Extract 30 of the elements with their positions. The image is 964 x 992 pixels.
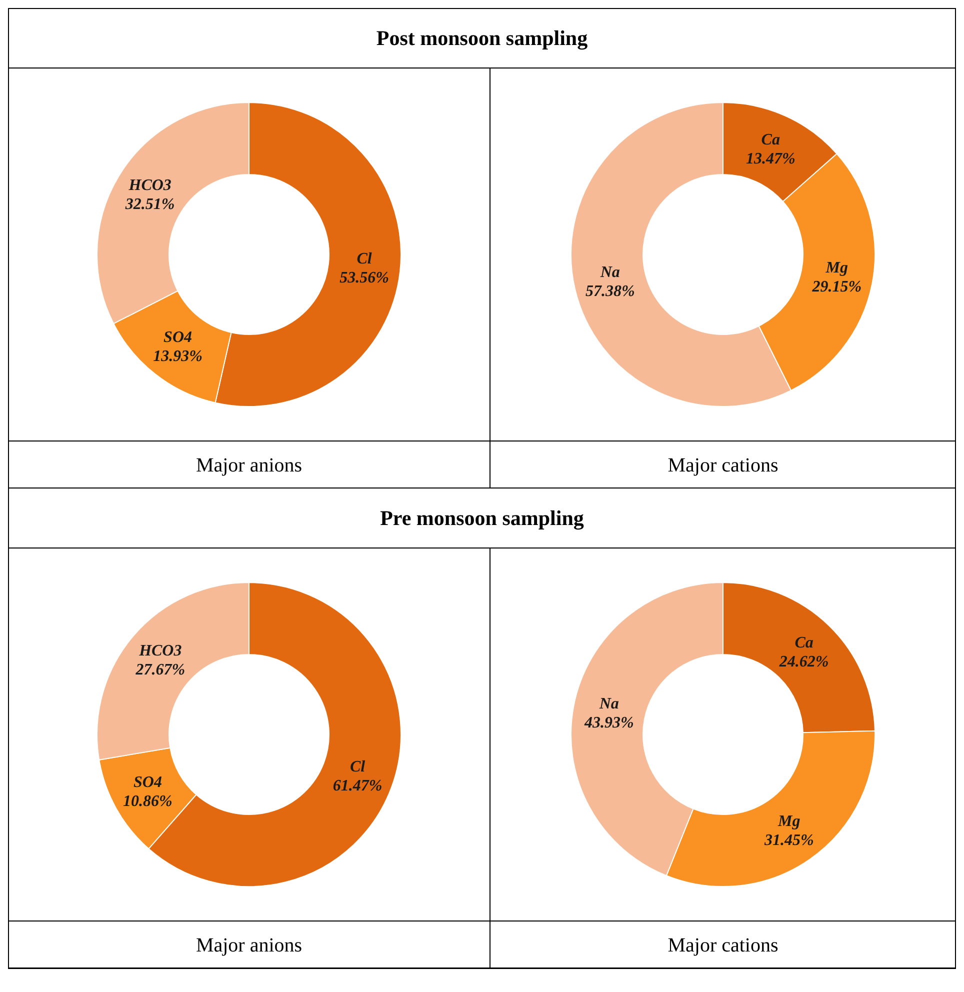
text: Pre monsoon sampling bbox=[380, 506, 584, 530]
slice-label: Na bbox=[598, 696, 619, 713]
data-label: 10.86% bbox=[123, 793, 172, 810]
data-label: 53.56% bbox=[340, 269, 389, 286]
text: Major anions bbox=[196, 934, 302, 956]
data-label: 24.62% bbox=[778, 654, 829, 670]
data-label: 32.51% bbox=[124, 196, 175, 213]
data-label: 13.93% bbox=[153, 348, 202, 366]
slice-label: Ca bbox=[794, 634, 814, 652]
slice-label: Cl bbox=[356, 250, 372, 268]
slice-label: HCO3 bbox=[138, 642, 182, 660]
data-label: 61.47% bbox=[332, 777, 382, 794]
data-label: 27.67% bbox=[134, 662, 186, 679]
data-label: 31.45% bbox=[763, 832, 814, 849]
slice-label: Mg bbox=[824, 260, 848, 277]
slice-label: Na bbox=[599, 264, 620, 282]
text: Major cations bbox=[668, 454, 778, 476]
slice-label: Ca bbox=[761, 132, 780, 149]
data-label: 57.38% bbox=[585, 283, 635, 300]
text: Major anions bbox=[196, 454, 302, 476]
slice-label: HCO3 bbox=[128, 176, 172, 194]
slice-label: Mg bbox=[777, 812, 800, 830]
slice-label: SO4 bbox=[133, 774, 162, 792]
text: Post monsoon sampling bbox=[376, 26, 588, 50]
slice-label: SO4 bbox=[164, 329, 192, 346]
data-label: 29.15% bbox=[811, 278, 862, 296]
data-label: 43.93% bbox=[583, 714, 634, 732]
data-label: 13.47% bbox=[746, 150, 796, 168]
text: Major cations bbox=[668, 934, 778, 956]
slice-label: Cl bbox=[350, 758, 366, 776]
